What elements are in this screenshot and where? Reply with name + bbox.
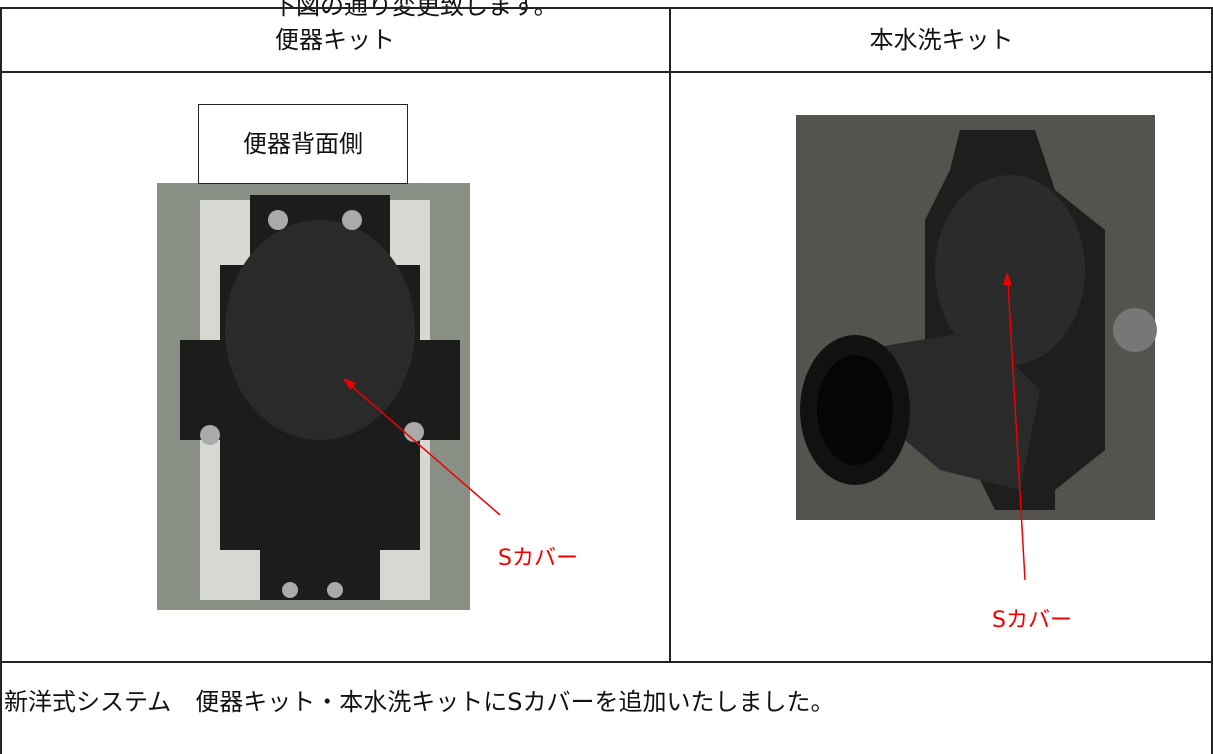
photo-right	[796, 115, 1157, 520]
photo-left	[157, 183, 470, 610]
header-cell: 本水洗キット	[869, 26, 1014, 54]
footer-text: 新洋式システム 便器キット・本水洗キットにSカバーを追加いたしました。	[4, 688, 835, 716]
header-note: 下図の通り変更致します。	[272, 0, 558, 20]
arrows	[343, 272, 1026, 581]
table-borders	[0, 7, 1213, 754]
photo-label: 便器背面側	[198, 104, 408, 184]
callout: Sカバー	[992, 608, 1072, 633]
header-cell: 便器キット	[275, 26, 395, 54]
callout: Sカバー	[498, 546, 578, 571]
